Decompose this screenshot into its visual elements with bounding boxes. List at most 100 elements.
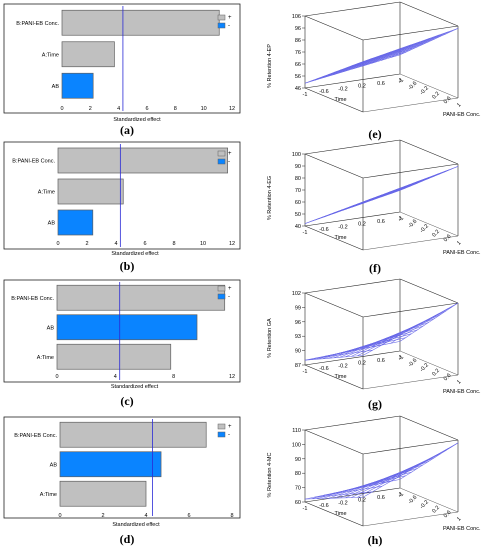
- bar-1: [59, 451, 162, 478]
- x-axis-label: Standardized effect: [112, 522, 160, 528]
- legend-swatch-positive: [217, 14, 226, 21]
- z-tick-label-2: 96: [295, 320, 301, 326]
- surface-mesh-line: [362, 28, 459, 62]
- z-tick-label-4: 70: [295, 486, 301, 492]
- x-tick-label-3: 12: [229, 374, 235, 380]
- time-tick-label-4: 0.6: [377, 495, 385, 501]
- time-tick-label-0: -1: [303, 230, 308, 236]
- conc-tick-label-3: 0.2: [431, 368, 441, 378]
- conc-tick-label-1: -0.6: [407, 81, 418, 92]
- conc-tick-label-1: -0.6: [407, 358, 418, 369]
- surface-mesh-line: [390, 31, 449, 58]
- surface-mesh-line: [304, 496, 364, 500]
- bar-label-1: A:Time: [38, 190, 55, 196]
- z-tick-label-3: 80: [295, 471, 301, 477]
- conc-axis-label: PANI-EB Conc.: [443, 389, 481, 395]
- x-tick-label-0: 0: [58, 513, 61, 519]
- box-edge-side-bottom: [304, 501, 364, 527]
- box-edge-top: [362, 163, 459, 179]
- surface-mesh-line: [399, 302, 459, 342]
- z-tick-label-0: 100: [292, 152, 301, 158]
- conc-tick-label-0: -1: [397, 215, 405, 223]
- legend-label-negative: -: [228, 159, 230, 165]
- x-tick-label-5: 10: [200, 241, 206, 247]
- x-tick-label-3: 6: [145, 106, 148, 112]
- bar-1: [57, 178, 124, 205]
- bar-label-2: A:Time: [37, 355, 54, 361]
- x-tick-label-1: 2: [85, 241, 88, 247]
- time-axis-label: Time: [334, 374, 346, 380]
- conc-tick-label-0: -1: [397, 491, 405, 499]
- x-tick-label-0: 0: [55, 374, 58, 380]
- box-edge-top: [304, 153, 364, 179]
- box-edge-top: [399, 278, 459, 304]
- box-edge-back-bottom: [399, 73, 459, 99]
- box-edge-top: [304, 278, 401, 294]
- conc-tick-label-4: 0.6: [443, 510, 453, 520]
- conc-tick-label-1: -0.6: [407, 495, 418, 506]
- legend-swatch-positive: [217, 285, 226, 292]
- conc-tick-label-0: -1: [397, 77, 405, 85]
- box-edge-top: [399, 1, 459, 27]
- z-tick-label-6: 46: [295, 86, 301, 92]
- z-tick-label-1: 100: [292, 442, 301, 448]
- conc-tick-label-0: -1: [397, 354, 405, 362]
- box-edge-right-bottom: [362, 97, 459, 113]
- conc-tick-label-3: 0.2: [431, 91, 441, 101]
- box-edge-top: [304, 15, 364, 41]
- surface-mesh-line: [399, 442, 459, 480]
- x-tick-label-0: 0: [60, 106, 63, 112]
- legend-label-negative: -: [228, 432, 230, 438]
- conc-tick-label-2: -0.2: [419, 223, 430, 234]
- box-edge-top: [304, 139, 401, 155]
- x-tick-label-3: 6: [143, 241, 146, 247]
- legend-swatch-negative: [217, 293, 226, 300]
- conc-tick-label-1: -0.6: [407, 219, 418, 230]
- z-tick-label-4: 66: [295, 62, 301, 68]
- legend-label-positive: +: [228, 151, 232, 157]
- z-axis-label: % Retention 4-EP: [267, 44, 273, 88]
- conc-tick-label-3: 0.2: [431, 505, 441, 515]
- surface-mesh-line: [339, 318, 435, 358]
- box-edge-front-bottom: [304, 211, 401, 227]
- x-tick-label-2: 4: [114, 241, 117, 247]
- time-tick-label-1: -0.6: [319, 227, 328, 233]
- bar-2: [59, 480, 147, 507]
- bar-label-1: AB: [50, 462, 58, 468]
- legend-swatch-positive: [217, 423, 226, 430]
- time-axis-label: Time: [334, 511, 346, 517]
- surface-mesh-line: [339, 38, 435, 71]
- box-edge-top: [304, 415, 401, 431]
- legend-label-positive: +: [228, 286, 232, 292]
- bar-label-1: A:Time: [42, 52, 59, 58]
- time-tick-label-2: -0.2: [338, 86, 347, 92]
- legend-label-negative: -: [228, 23, 230, 29]
- time-tick-label-1: -0.6: [319, 366, 328, 372]
- bar-2: [57, 209, 94, 236]
- time-tick-label-0: -1: [303, 92, 308, 98]
- bar-label-0: B:PANI-EB Conc.: [11, 296, 54, 302]
- panel-letter: (e): [368, 127, 381, 141]
- box-edge-front-bottom: [304, 350, 401, 366]
- conc-axis-label: PANI-EB Conc.: [443, 250, 481, 256]
- surface-mesh-line: [362, 166, 459, 203]
- panel-letter: (d): [120, 532, 135, 546]
- x-tick-label-3: 6: [187, 513, 190, 519]
- surface-mesh-line: [362, 302, 459, 356]
- box-edge-top: [304, 292, 364, 318]
- legend-swatch-negative: [217, 22, 226, 29]
- legend-swatch-negative: [217, 158, 226, 165]
- time-tick-label-2: -0.2: [338, 363, 347, 369]
- panel-letter: (a): [120, 123, 134, 137]
- time-tick-label-0: -1: [303, 369, 308, 375]
- bar-0: [57, 147, 228, 174]
- z-tick-label-3: 93: [295, 334, 301, 340]
- conc-tick-label-5: 1: [456, 240, 462, 246]
- time-axis-label: Time: [334, 235, 346, 241]
- time-tick-label-3: 0.2: [358, 361, 366, 367]
- panel-letter: (b): [120, 259, 135, 273]
- bar-0: [59, 421, 207, 448]
